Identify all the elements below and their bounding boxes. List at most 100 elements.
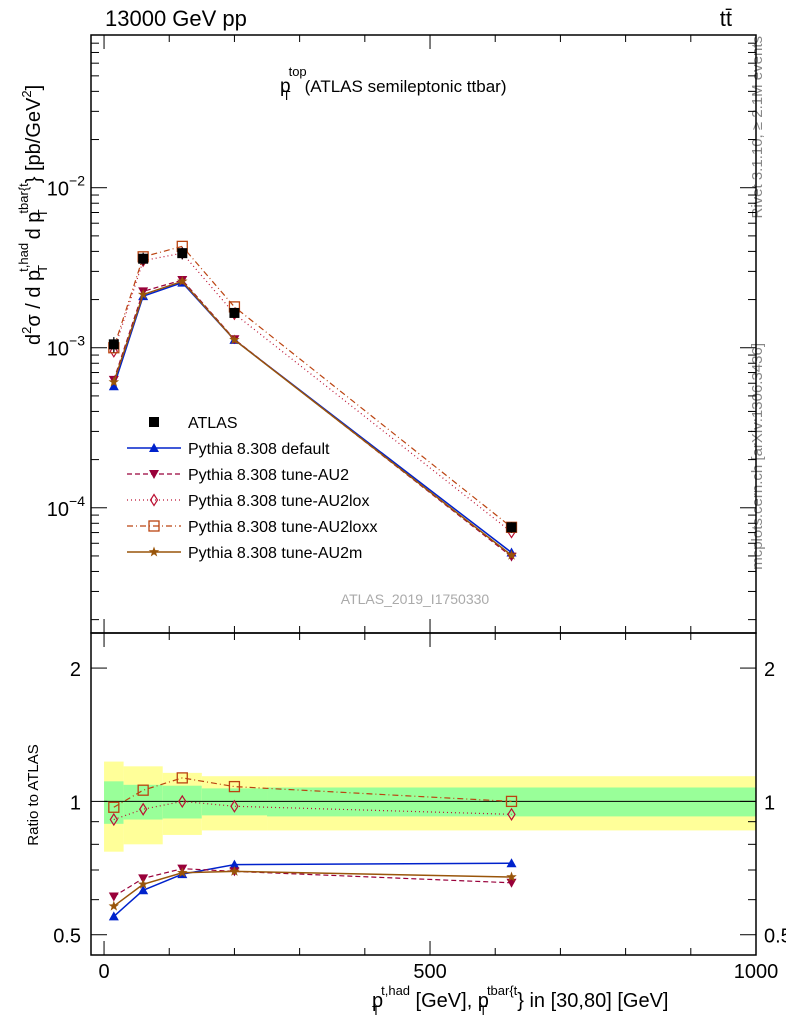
x-tick-label: 0 xyxy=(98,961,109,983)
legend-label: Pythia 8.308 default xyxy=(188,441,330,458)
ratio-point xyxy=(108,900,120,911)
ratio-point xyxy=(176,772,188,784)
ratio-point xyxy=(108,892,119,902)
ratio-point xyxy=(506,858,517,868)
ratio-point xyxy=(177,867,188,878)
ratio-point xyxy=(178,794,187,809)
y-tick-label: 10−2 xyxy=(47,173,85,201)
ratio-plot-area xyxy=(108,772,518,921)
legend-marker xyxy=(148,546,160,557)
legend-entry: ATLAS xyxy=(149,415,238,432)
ratio-tick-label-right: 2 xyxy=(764,659,775,681)
ratio-uncertainty-bands xyxy=(104,761,756,852)
ratio-point xyxy=(138,885,149,895)
legend-label: ATLAS xyxy=(188,415,238,432)
ratio-point xyxy=(108,801,120,813)
ratio-tick-label-left: 2 xyxy=(70,659,81,681)
ratio-series-4 xyxy=(108,772,518,813)
y-tick-label: 10−3 xyxy=(47,333,85,361)
ratio-tick-label-right: 0.5 xyxy=(764,926,786,948)
atlas-point xyxy=(177,248,188,259)
ratio-band-inner xyxy=(267,787,756,817)
series-line xyxy=(113,280,512,556)
x-tick-label: 500 xyxy=(413,961,446,983)
series-line xyxy=(113,279,512,558)
ratio-point xyxy=(138,802,148,816)
ratio-point xyxy=(506,878,517,888)
legend-entry: Pythia 8.308 default xyxy=(127,441,330,458)
ratio-point xyxy=(137,878,149,889)
ratio-line xyxy=(113,870,512,907)
legend-label: Pythia 8.308 tune-AU2m xyxy=(188,545,362,562)
data-point xyxy=(109,344,119,358)
series-line xyxy=(113,281,512,554)
main-plot-area xyxy=(108,240,518,562)
ratio-point xyxy=(108,911,119,921)
ratio-line xyxy=(113,800,512,821)
ratio-series-2 xyxy=(108,864,517,902)
ratio-ylabel: Ratio to ATLAS xyxy=(25,744,42,845)
legend-label: Pythia 8.308 tune-AU2 xyxy=(188,467,349,484)
ratio-point xyxy=(507,807,516,821)
data-point xyxy=(108,381,119,391)
data-point xyxy=(177,275,188,286)
series-5 xyxy=(108,275,517,560)
atlas-point xyxy=(506,522,517,533)
ratio-point xyxy=(228,780,241,793)
legend-entry: Pythia 8.308 tune-AU2lox xyxy=(127,493,369,510)
main-frame xyxy=(90,34,757,634)
atlas-point xyxy=(108,339,119,350)
legend-marker xyxy=(149,417,159,427)
series-1 xyxy=(108,277,517,557)
legend-marker xyxy=(149,470,159,479)
header-right: tt̄ xyxy=(720,6,732,31)
data-point xyxy=(506,549,517,560)
legend-label: Pythia 8.308 tune-AU2lox xyxy=(188,493,369,510)
legend: ATLAS Pythia 8.308 default Pythia 8.308 tu… xyxy=(127,415,377,562)
y-tick-label: 10−4 xyxy=(47,493,85,521)
series-line xyxy=(113,252,512,533)
plot-title: ptop T (ATLAS semileptonic ttbar) xyxy=(280,64,506,103)
data-point xyxy=(137,289,149,299)
main-ylabel: d2σ / d pt,had T d ptbar{t T} [pb/GeV2] xyxy=(16,85,50,345)
legend-entry: Pythia 8.308 tune-AU2loxx xyxy=(127,519,377,536)
series-line xyxy=(113,245,512,528)
rivet-watermark: Rivet 3.1.10, ≥ 2.1M events xyxy=(749,36,766,219)
legend-label: Pythia 8.308 tune-AU2loxx xyxy=(188,519,377,536)
ratio-tick-label-right: 1 xyxy=(764,792,775,814)
legend-marker xyxy=(149,443,159,452)
axis-ticks: 0 500 1000 10−4 10−3 10−2 0.5 0.5 1 1 2 2 xyxy=(47,34,786,983)
data-point xyxy=(108,376,120,387)
ratio-point xyxy=(109,812,119,827)
ratio-point xyxy=(505,795,518,808)
legend-marker xyxy=(149,493,159,507)
ratio-point xyxy=(137,784,149,796)
mcplots-watermark: mcplots.cern.ch [arXiv:1306.3436] xyxy=(749,343,766,570)
ratio-line xyxy=(113,777,512,808)
ratio-frame xyxy=(90,632,757,956)
ratio-series-1 xyxy=(108,858,517,921)
x-tick-label: 1000 xyxy=(734,961,779,983)
legend-entry: Pythia 8.308 tune-AU2 xyxy=(127,467,349,484)
ratio-point xyxy=(506,871,517,882)
data-point xyxy=(229,334,240,345)
atlas-point xyxy=(229,307,240,318)
ratio-point xyxy=(230,799,239,813)
ratio-point xyxy=(229,865,240,876)
x-axis-label: pt,had T [GeV], ptbar{t T} in [30,80] [GeV… xyxy=(372,983,668,1018)
ratio-series-3 xyxy=(109,794,516,827)
ratio-tick-label-left: 0.5 xyxy=(53,926,81,948)
analysis-watermark: ATLAS_2019_I1750330 xyxy=(341,591,490,607)
ratio-point xyxy=(229,859,240,869)
ratio-series-5 xyxy=(108,865,517,911)
legend-marker xyxy=(148,520,160,532)
ratio-tick-label-left: 1 xyxy=(70,792,81,814)
atlas-point xyxy=(138,253,149,264)
header-left: 13000 GeV pp xyxy=(105,6,247,31)
plot-frames xyxy=(90,34,757,956)
legend-entry: Pythia 8.308 tune-AU2m xyxy=(127,545,362,562)
atlas-data xyxy=(108,247,517,533)
